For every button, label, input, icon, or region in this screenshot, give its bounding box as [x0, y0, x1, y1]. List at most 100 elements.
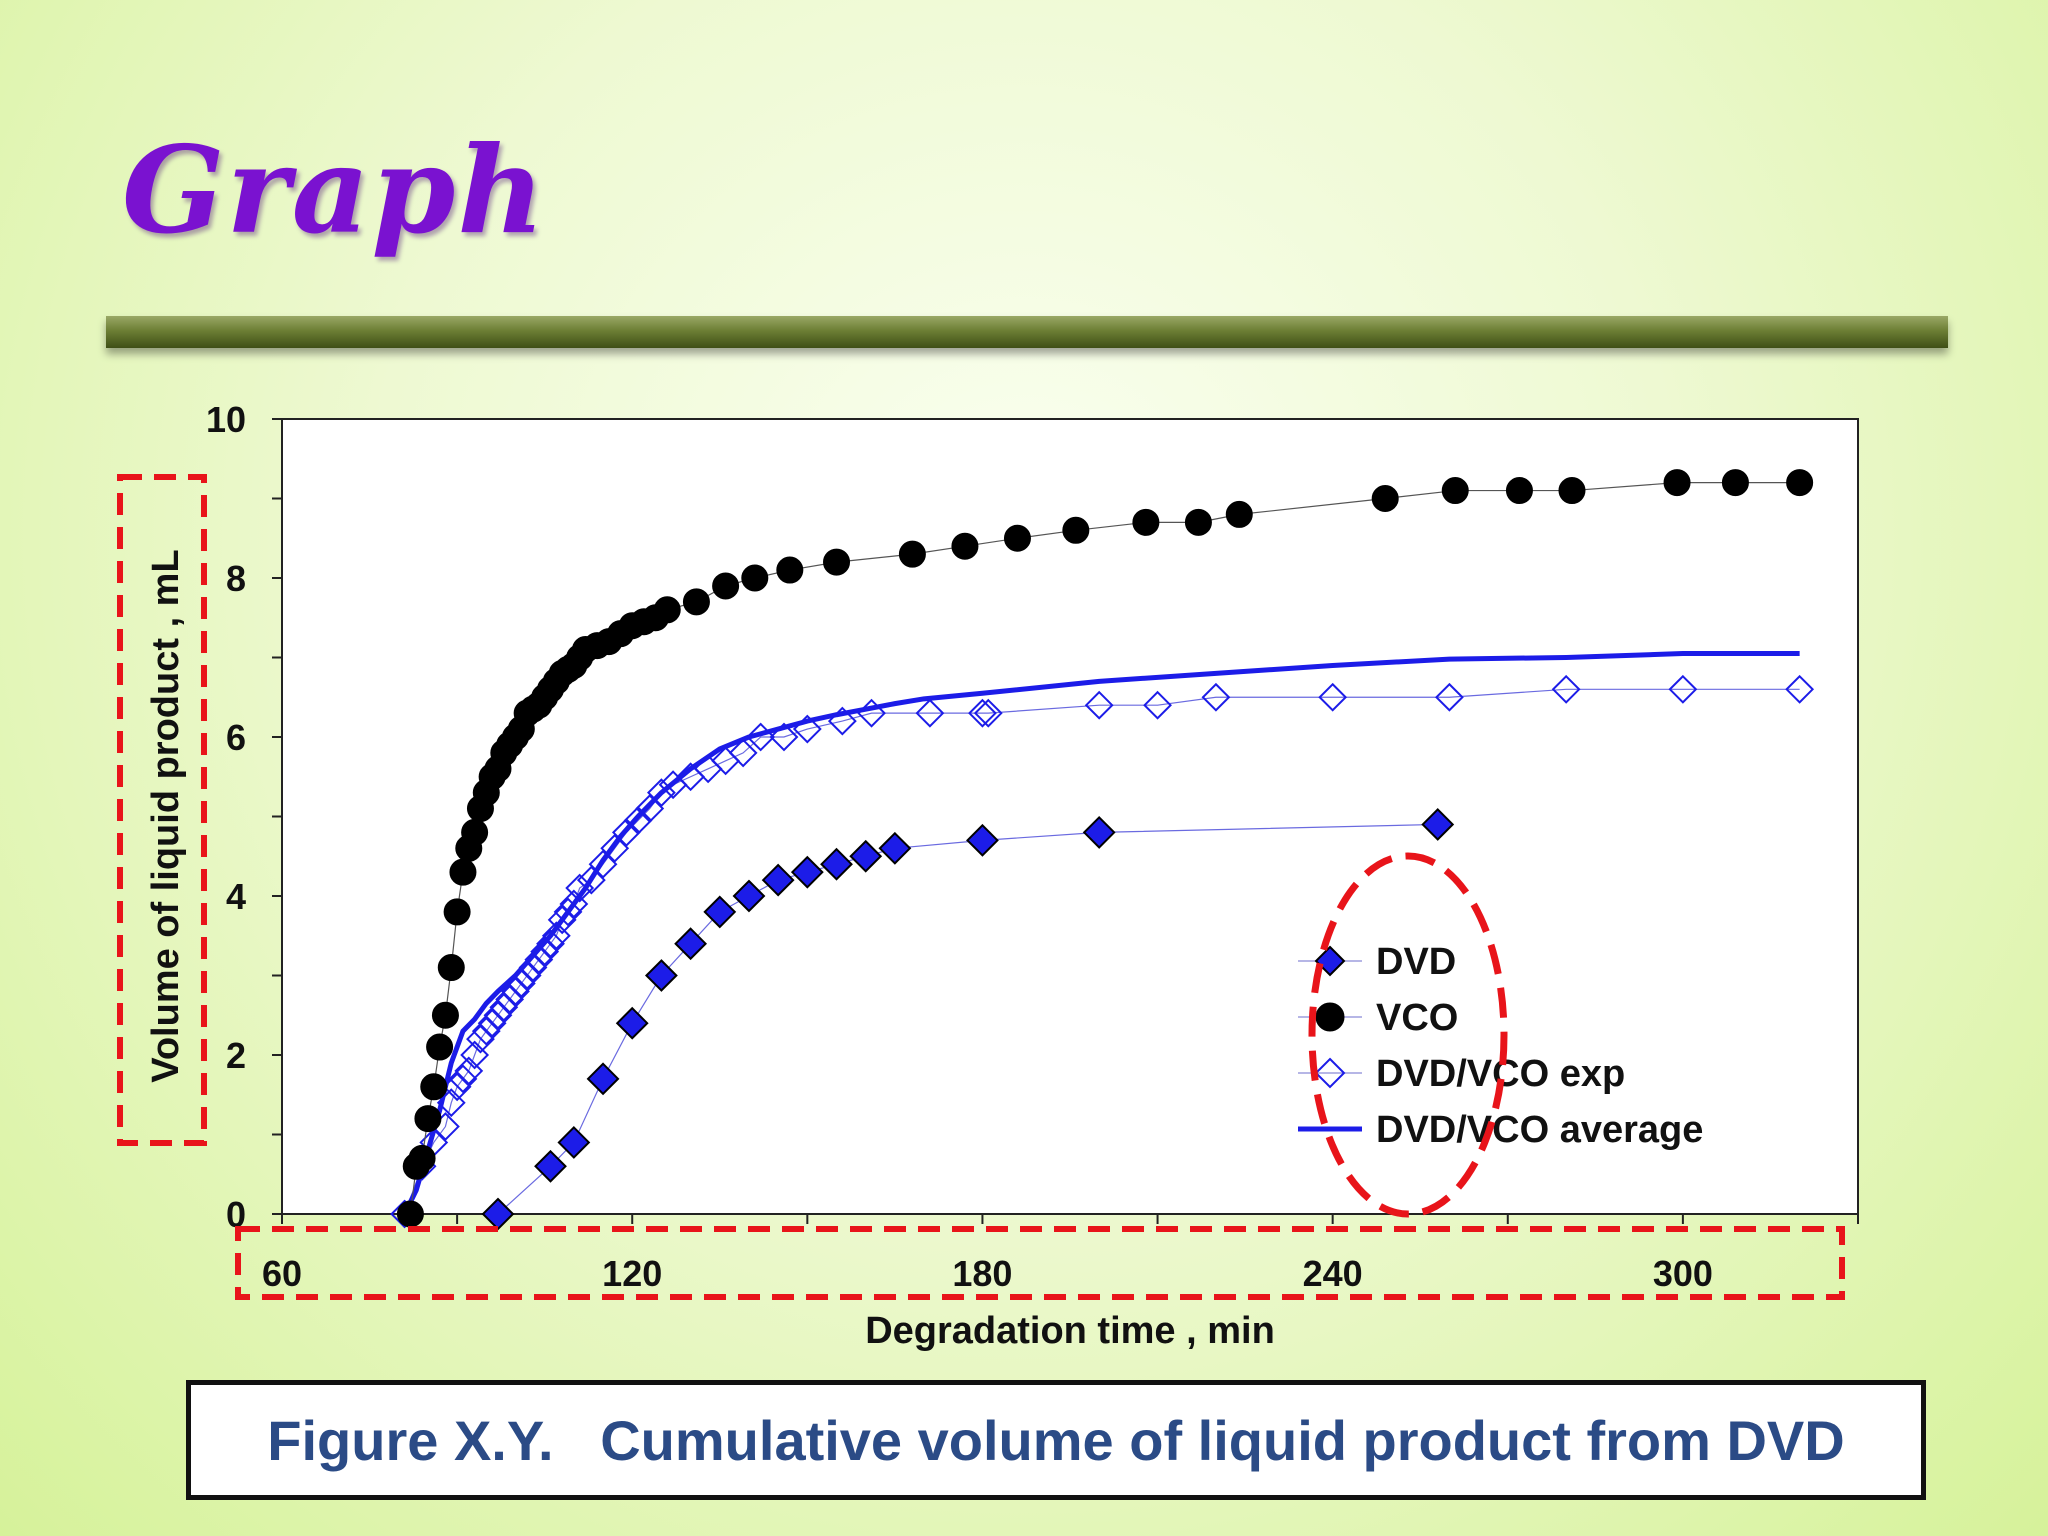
y-axis-highlight-box	[117, 474, 207, 1146]
legend-item-dvd: DVD	[1298, 941, 1456, 983]
y-tick-label: 2	[226, 1035, 246, 1076]
data-point-dvd-vco-exp	[471, 1016, 501, 1046]
data-point-dvd	[761, 863, 795, 897]
data-point-vco	[1505, 477, 1533, 505]
data-point-dvd-vco-exp	[1551, 674, 1581, 704]
data-point-vco	[420, 1073, 448, 1101]
data-point-dvd-vco-exp	[536, 929, 565, 959]
data-point-dvd-vco-exp	[973, 698, 1003, 728]
data-point-dvd-vco-exp	[1668, 674, 1698, 704]
data-point-vco	[898, 540, 926, 568]
data-point-dvd-vco-exp	[968, 698, 997, 728]
data-point-dvd	[849, 839, 883, 873]
data-point-dvd-vco-exp	[1785, 674, 1815, 704]
x-axis-label: Degradation time , min	[865, 1310, 1275, 1352]
data-point-dvd-vco-exp	[635, 794, 665, 823]
data-point-dvd-vco-exp	[477, 1008, 507, 1038]
legend-marker-vco	[1315, 1002, 1345, 1032]
data-point-vco	[682, 588, 710, 616]
x-axis-highlight-box	[235, 1226, 1845, 1300]
data-point-vco	[1062, 516, 1090, 544]
data-point-dvd-vco-exp	[1201, 682, 1231, 712]
legend-label-dvd: DVD	[1376, 941, 1456, 983]
figure-caption-box: Figure X.Y. Cumulative volume of liquid …	[186, 1380, 1926, 1500]
data-point-vco	[414, 1105, 442, 1133]
data-point-dvd-vco-exp	[483, 1000, 513, 1030]
x-tick-label: 240	[1303, 1253, 1363, 1294]
axes: 0 2 4 6 8 10 60 120 180 240 300	[206, 399, 1859, 1294]
data-point-dvd	[878, 831, 912, 865]
data-point-dvd-vco-exp	[769, 722, 799, 752]
data-point-dvd	[534, 1149, 567, 1183]
legend-marker-dvd-vco-exp	[1314, 1057, 1346, 1089]
data-point-vco	[1184, 508, 1212, 536]
data-point-dvd	[586, 1062, 620, 1096]
data-point-vco	[449, 858, 477, 886]
x-tick-label: 120	[602, 1253, 662, 1294]
data-point-dvd	[703, 895, 737, 929]
x-tick-label: 60	[262, 1253, 302, 1294]
legend-marker-dvd	[1314, 945, 1346, 977]
series-dvd-vco-average	[402, 651, 1800, 1216]
data-point-dvd	[1421, 808, 1455, 841]
data-point-dvd	[790, 855, 824, 889]
data-point-dvd-vco-exp	[530, 937, 560, 967]
data-point-dvd-vco-exp	[1084, 690, 1114, 720]
data-point-dvd-vco-exp	[588, 849, 618, 879]
data-point-vco	[1132, 508, 1160, 536]
data-point-vco	[443, 898, 471, 926]
data-point-vco	[396, 1200, 424, 1228]
data-point-dvd-vco-exp	[553, 897, 583, 927]
data-point-dvd-vco-exp	[547, 905, 577, 935]
highlight-annotations	[117, 474, 1845, 1300]
legend-label-vco: VCO	[1376, 997, 1458, 1039]
data-point-vco	[426, 1033, 454, 1061]
data-point-dvd-vco-exp	[495, 984, 525, 1014]
data-point-dvd-vco-exp	[466, 1024, 495, 1054]
x-tick-label: 180	[952, 1253, 1012, 1294]
data-point-dvd	[674, 927, 708, 961]
y-tick-label: 10	[206, 399, 246, 440]
data-point-vco	[653, 596, 681, 624]
data-point-vco	[461, 818, 489, 846]
title-divider-bar	[106, 316, 1948, 348]
data-point-vco	[1441, 477, 1469, 505]
y-axis-label: Volume of liquid product , mL	[145, 549, 187, 1082]
y-tick-label: 8	[226, 558, 246, 599]
data-point-dvd	[966, 823, 999, 857]
data-point-vco	[437, 954, 465, 982]
legend-item-dvd-vco-average: DVD/VCO average	[1298, 1109, 1703, 1151]
data-point-vco	[776, 556, 804, 584]
data-point-vco	[431, 1001, 459, 1029]
series-line-dvd-vco-average	[402, 651, 1800, 1216]
data-point-vco	[1786, 469, 1814, 497]
data-point-dvd-vco-exp	[1434, 682, 1464, 712]
series-vco	[396, 469, 1814, 1228]
data-point-vco	[408, 1144, 436, 1172]
data-point-vco	[823, 548, 851, 576]
data-point-vco	[1663, 469, 1691, 497]
data-point-dvd-vco-exp	[728, 738, 758, 768]
data-point-vco	[712, 572, 740, 600]
data-point-dvd-vco-exp	[501, 976, 530, 1006]
data-point-dvd-vco-exp	[623, 806, 653, 835]
data-point-vco	[1003, 524, 1031, 552]
data-point-vco	[951, 532, 979, 560]
legend-highlight-ellipse	[1308, 852, 1508, 1218]
data-point-dvd-vco-exp	[611, 817, 641, 847]
series-dvd	[481, 808, 1455, 1231]
data-point-dvd-vco-exp	[915, 698, 945, 728]
legend-item-vco: VCO	[1298, 997, 1458, 1039]
plot-area	[281, 418, 1859, 1215]
y-tick-label: 4	[226, 876, 246, 917]
figure-caption: Figure X.Y. Cumulative volume of liquid …	[267, 1408, 1845, 1472]
y-tick-label: 6	[226, 717, 246, 758]
series	[390, 469, 1815, 1231]
data-point-dvd	[820, 847, 853, 881]
data-point-dvd	[644, 959, 678, 992]
data-point-vco	[1225, 500, 1253, 528]
data-point-dvd	[1082, 815, 1116, 849]
data-point-dvd-vco-exp	[448, 1064, 478, 1094]
data-point-dvd-vco-exp	[576, 865, 606, 895]
